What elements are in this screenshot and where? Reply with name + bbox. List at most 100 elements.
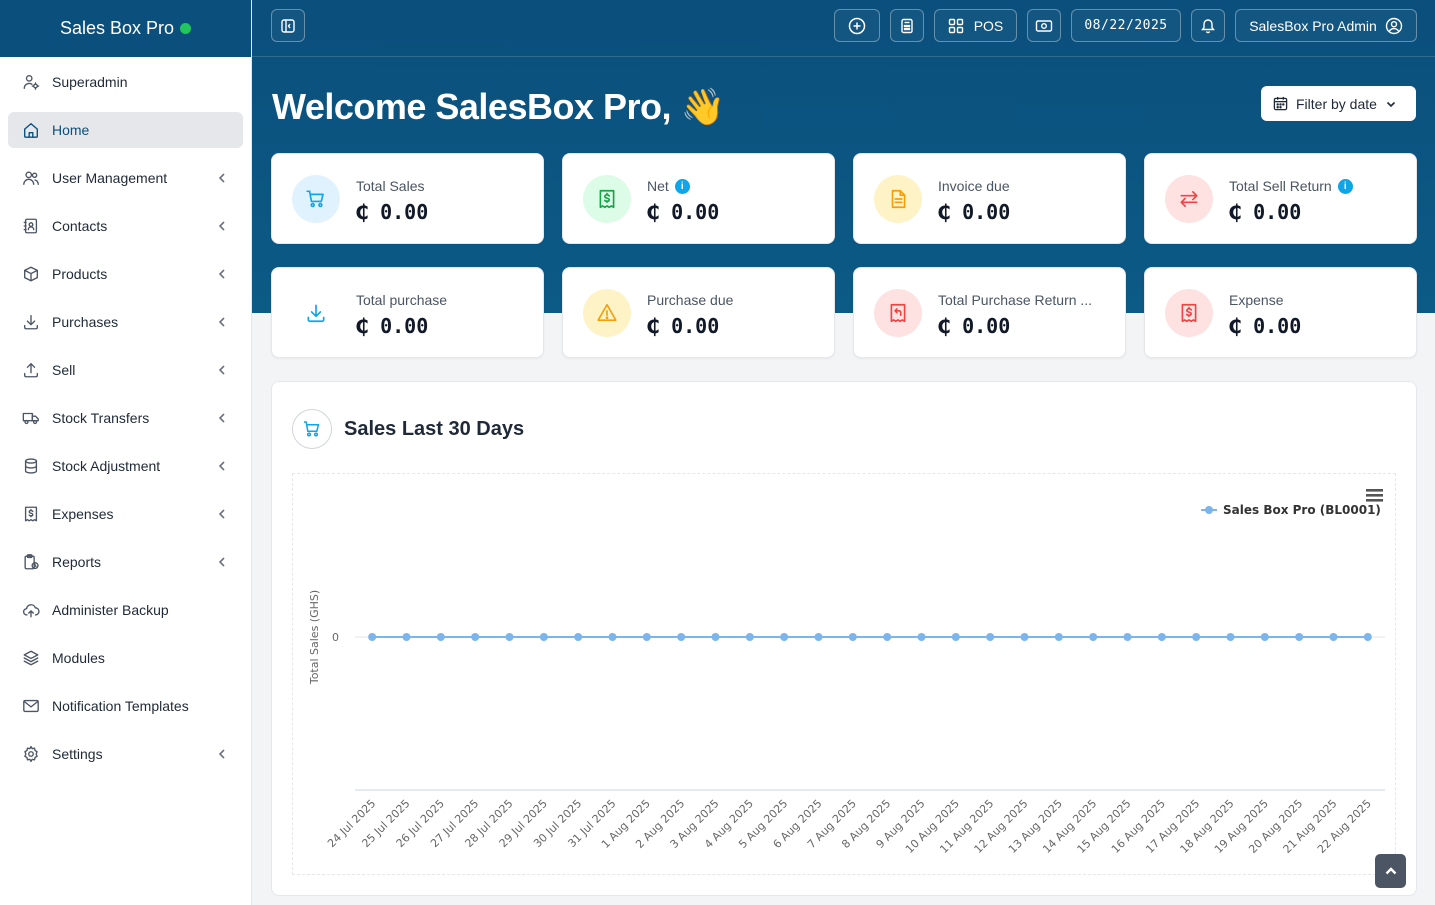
stat-card-label: Total Purchase Return ... bbox=[938, 292, 1092, 308]
truck-icon bbox=[22, 412, 39, 425]
sidebar-item-administer-backup[interactable]: Administer Backup bbox=[8, 592, 243, 628]
chevron-left-icon bbox=[218, 317, 225, 327]
grid-icon bbox=[948, 18, 963, 33]
chevron-up-icon bbox=[1385, 867, 1396, 875]
calculator-icon bbox=[901, 18, 913, 33]
info-icon[interactable]: i bbox=[1337, 178, 1353, 194]
add-button[interactable] bbox=[834, 9, 880, 42]
data-point bbox=[917, 633, 926, 641]
chevron-left-icon bbox=[218, 749, 225, 759]
sidebar-item-home[interactable]: Home bbox=[8, 112, 243, 148]
upload-icon bbox=[24, 363, 38, 378]
plus-circle-icon bbox=[848, 17, 866, 34]
database-icon bbox=[24, 458, 38, 474]
data-point bbox=[1260, 633, 1269, 641]
legend-marker bbox=[1205, 506, 1213, 514]
sales-chart-panel: Sales Last 30 Days 0 Total Sales (GHS) 24 … bbox=[271, 381, 1417, 896]
sidebar-item-contacts[interactable]: Contacts bbox=[8, 208, 243, 244]
brand[interactable]: Sales Box Pro bbox=[0, 0, 251, 57]
chart-menu-icon[interactable] bbox=[1366, 489, 1383, 502]
chevron-down-icon bbox=[1386, 101, 1396, 107]
chart-area: 0 Total Sales (GHS) 24 Jul 2025 25 Jul 2025… bbox=[292, 473, 1396, 875]
stat-card-label: Invoice due bbox=[938, 178, 1010, 194]
data-point bbox=[677, 633, 686, 641]
calculator-button[interactable] bbox=[890, 9, 924, 42]
sidebar-item-icon bbox=[22, 169, 40, 187]
sidebar-item-icon bbox=[22, 313, 40, 331]
stat-card-icon bbox=[1165, 175, 1213, 223]
sidebar-item-label: Settings bbox=[52, 746, 103, 762]
sidebar-item-modules[interactable]: Modules bbox=[8, 640, 243, 676]
filter-label: Filter by date bbox=[1296, 95, 1377, 112]
stat-card-icon bbox=[292, 175, 340, 223]
data-point bbox=[1226, 633, 1235, 641]
sidebar-item-label: Contacts bbox=[52, 218, 108, 234]
cloud-upload-icon bbox=[22, 604, 40, 618]
data-point bbox=[1123, 633, 1132, 641]
stat-card-label: Total Sell Return i bbox=[1229, 178, 1353, 194]
pos-button[interactable]: POS bbox=[934, 9, 1017, 42]
user-menu-button[interactable]: SalesBox Pro Admin bbox=[1235, 9, 1417, 42]
data-point bbox=[471, 633, 480, 641]
notifications-button[interactable] bbox=[1191, 9, 1225, 42]
user-gear-icon bbox=[23, 75, 40, 90]
stat-card-value: ₵ 0.00 bbox=[356, 314, 429, 338]
sidebar-toggle-button[interactable] bbox=[271, 9, 305, 42]
cash-register-button[interactable] bbox=[1027, 9, 1061, 42]
sidebar-item-label: Sell bbox=[52, 362, 76, 378]
sidebar-item-user-management[interactable]: User Management bbox=[8, 160, 243, 196]
sidebar-item-icon bbox=[22, 409, 40, 427]
data-point bbox=[436, 633, 445, 641]
sidebar-item-icon bbox=[22, 601, 40, 619]
data-point bbox=[1192, 633, 1201, 641]
sidebar-item-stock-transfers[interactable]: Stock Transfers bbox=[8, 400, 243, 436]
sidebar-item-reports[interactable]: Reports bbox=[8, 544, 243, 580]
stat-card-value: ₵ 0.00 bbox=[938, 314, 1011, 338]
chevron-left-icon bbox=[218, 509, 225, 519]
stat-card-label: Net i bbox=[647, 178, 690, 194]
info-icon[interactable]: i bbox=[674, 178, 690, 194]
gear-icon bbox=[24, 745, 38, 763]
stat-card-label: Purchase due bbox=[647, 292, 733, 308]
sidebar-item-icon bbox=[22, 697, 40, 715]
sidebar-toggle-icon bbox=[281, 18, 295, 33]
filter-by-date-button[interactable]: Filter by date bbox=[1261, 86, 1416, 121]
scroll-to-top-button[interactable] bbox=[1375, 854, 1406, 888]
stat-card-purchase-due: Purchase due ₵ 0.00 bbox=[562, 267, 835, 358]
cart-icon bbox=[304, 421, 320, 437]
stat-card-value: ₵ 0.00 bbox=[647, 314, 720, 338]
data-point bbox=[711, 633, 720, 641]
y-tick-label: 0 bbox=[332, 631, 339, 644]
stat-card-label: Total purchase bbox=[356, 292, 447, 308]
sidebar-item-purchases[interactable]: Purchases bbox=[8, 304, 243, 340]
download-icon bbox=[307, 304, 325, 323]
stack-icon bbox=[23, 650, 39, 666]
sidebar-item-settings[interactable]: Settings bbox=[8, 736, 243, 772]
sidebar-item-sell[interactable]: Sell bbox=[8, 352, 243, 388]
sidebar-item-label: Superadmin bbox=[52, 74, 128, 90]
chevron-left-icon bbox=[218, 557, 225, 567]
stat-card-net: Net i ₵ 0.00 bbox=[562, 153, 835, 244]
sidebar-item-superadmin[interactable]: Superadmin bbox=[8, 64, 243, 100]
sidebar-item-products[interactable]: Products bbox=[8, 256, 243, 292]
data-point bbox=[1329, 633, 1338, 641]
y-axis-label: Total Sales (GHS) bbox=[308, 590, 321, 685]
data-point bbox=[1054, 633, 1063, 641]
data-point bbox=[505, 633, 514, 641]
sidebar-item-notification-templates[interactable]: Notification Templates bbox=[8, 688, 243, 724]
panel-icon bbox=[292, 409, 332, 449]
stat-card-label-text: Total Sell Return bbox=[1229, 178, 1332, 194]
sidebar-item-expenses[interactable]: Expenses bbox=[8, 496, 243, 532]
receipt-return-icon bbox=[890, 303, 906, 323]
data-point bbox=[1020, 633, 1029, 641]
sidebar-item-label: Expenses bbox=[52, 506, 114, 522]
stat-card-value: ₵ 0.00 bbox=[1229, 200, 1302, 224]
stat-card-total-purchase: Total purchase ₵ 0.00 bbox=[271, 267, 544, 358]
stat-card-total-purchase-return: Total Purchase Return ... ₵ 0.00 bbox=[853, 267, 1126, 358]
cash-icon bbox=[1035, 19, 1053, 32]
sidebar-item-stock-adjustment[interactable]: Stock Adjustment bbox=[8, 448, 243, 484]
date-display[interactable]: 08/22/2025 bbox=[1071, 9, 1181, 42]
stat-card-value: ₵ 0.00 bbox=[1229, 314, 1302, 338]
stat-card-value: ₵ 0.00 bbox=[356, 200, 429, 224]
